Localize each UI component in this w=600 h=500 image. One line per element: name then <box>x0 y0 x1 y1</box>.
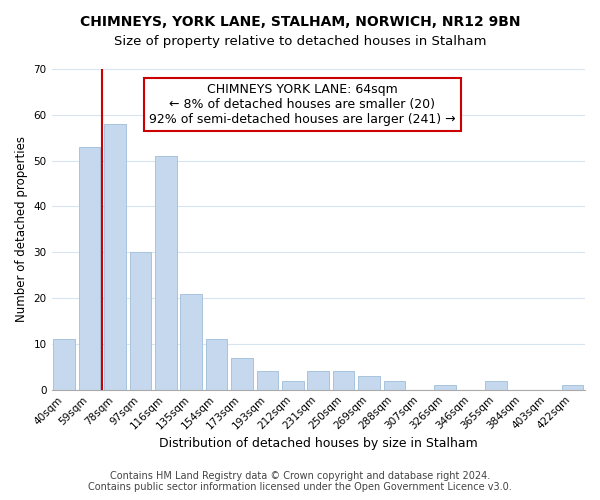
Bar <box>383 380 405 390</box>
Bar <box>130 252 151 390</box>
Bar <box>485 380 507 390</box>
Bar <box>181 294 202 390</box>
Bar <box>104 124 126 390</box>
Bar <box>53 340 75 390</box>
X-axis label: Distribution of detached houses by size in Stalham: Distribution of detached houses by size … <box>159 437 478 450</box>
Bar <box>231 358 253 390</box>
Bar <box>307 372 329 390</box>
Text: Size of property relative to detached houses in Stalham: Size of property relative to detached ho… <box>114 35 486 48</box>
Bar <box>206 340 227 390</box>
Text: CHIMNEYS, YORK LANE, STALHAM, NORWICH, NR12 9BN: CHIMNEYS, YORK LANE, STALHAM, NORWICH, N… <box>80 15 520 29</box>
Bar <box>562 385 583 390</box>
Bar <box>282 380 304 390</box>
Bar <box>79 147 100 390</box>
Bar <box>155 156 176 390</box>
Bar <box>358 376 380 390</box>
Bar <box>333 372 355 390</box>
Text: CHIMNEYS YORK LANE: 64sqm
← 8% of detached houses are smaller (20)
92% of semi-d: CHIMNEYS YORK LANE: 64sqm ← 8% of detach… <box>149 84 455 126</box>
Bar <box>257 372 278 390</box>
Y-axis label: Number of detached properties: Number of detached properties <box>15 136 28 322</box>
Bar <box>434 385 456 390</box>
Text: Contains HM Land Registry data © Crown copyright and database right 2024.
Contai: Contains HM Land Registry data © Crown c… <box>88 471 512 492</box>
